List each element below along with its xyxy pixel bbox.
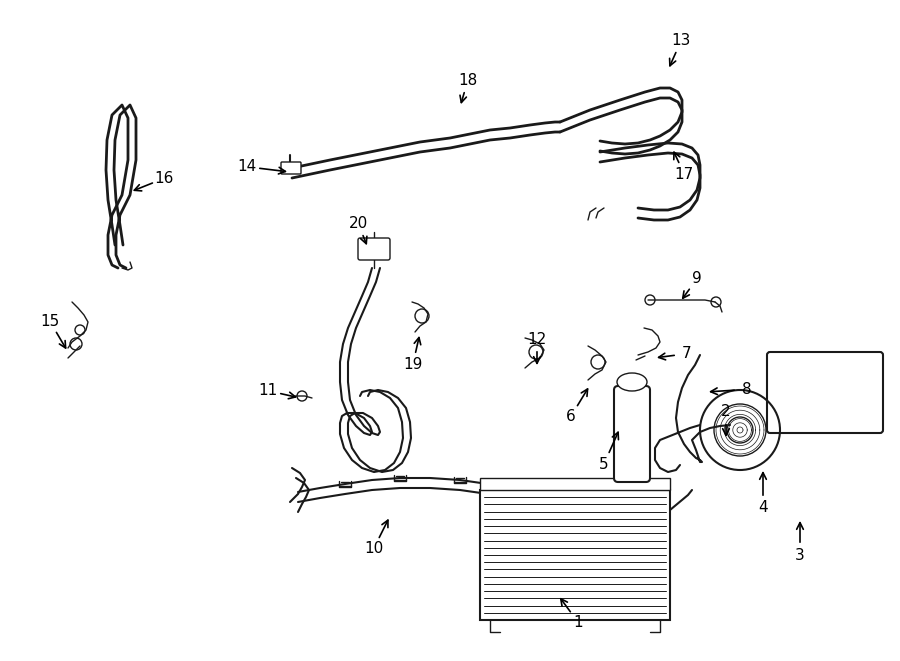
Text: 4: 4 <box>758 500 768 516</box>
Text: 18: 18 <box>458 73 477 88</box>
Text: 3: 3 <box>795 547 805 563</box>
Text: 13: 13 <box>671 34 691 48</box>
Text: 16: 16 <box>155 171 174 186</box>
Text: 12: 12 <box>527 332 546 346</box>
Text: 10: 10 <box>364 541 383 557</box>
Text: 5: 5 <box>599 457 608 472</box>
Ellipse shape <box>617 373 647 391</box>
Text: 14: 14 <box>238 159 256 175</box>
FancyBboxPatch shape <box>767 352 883 433</box>
Bar <box>480 490 670 620</box>
FancyBboxPatch shape <box>281 162 301 174</box>
Text: 6: 6 <box>566 409 576 424</box>
Text: 7: 7 <box>682 346 692 361</box>
Text: 17: 17 <box>675 167 694 182</box>
Text: 20: 20 <box>348 216 368 231</box>
Text: 8: 8 <box>742 382 752 397</box>
Bar <box>480 478 670 490</box>
Text: 19: 19 <box>403 357 422 372</box>
Text: 1: 1 <box>573 615 582 629</box>
FancyBboxPatch shape <box>614 386 650 482</box>
Text: 2: 2 <box>721 405 731 420</box>
Text: 11: 11 <box>258 383 278 399</box>
FancyBboxPatch shape <box>358 238 390 260</box>
Text: 15: 15 <box>40 314 59 329</box>
Text: 9: 9 <box>692 272 702 286</box>
